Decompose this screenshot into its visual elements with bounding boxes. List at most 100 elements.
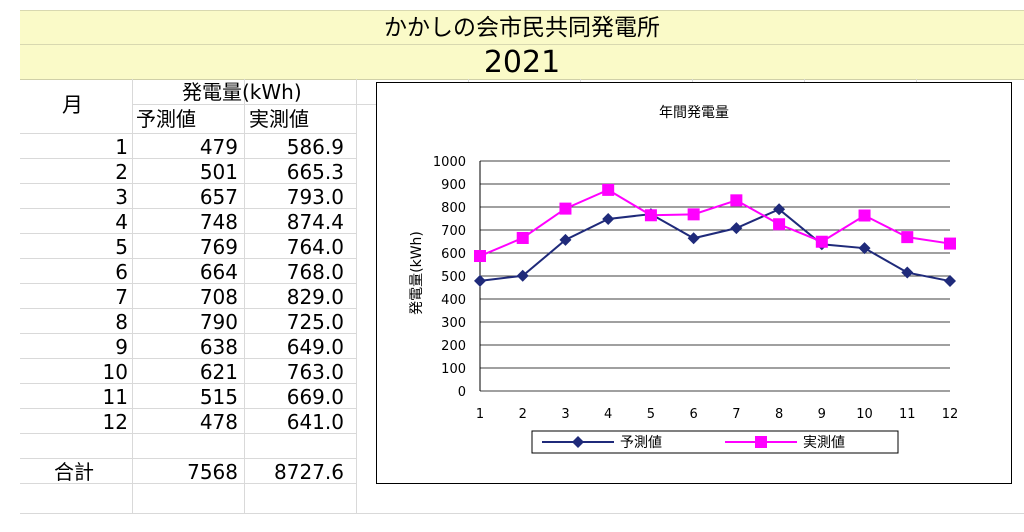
- month-cell: 2: [115, 160, 128, 184]
- legend-label: 実測値: [803, 435, 845, 451]
- actual-cell: 649.0: [286, 335, 344, 359]
- y-tick-label: 400: [441, 293, 466, 308]
- data-point-predicted: [730, 222, 743, 235]
- y-tick-label: 900: [441, 178, 466, 193]
- data-point-actual: [944, 237, 956, 250]
- grid-line: [20, 358, 356, 359]
- predicted-cell: 479: [199, 135, 238, 159]
- month-cell: 12: [102, 410, 128, 434]
- chart-title: 年間発電量: [659, 105, 729, 121]
- x-tick-label: 3: [561, 407, 569, 422]
- series-line-1: [479, 208, 951, 283]
- actual-cell: 641.0: [286, 410, 344, 434]
- data-point-predicted: [901, 266, 914, 279]
- actual-cell: 669.0: [286, 385, 344, 409]
- y-axis-label: 発電量(kWh): [409, 231, 425, 315]
- total-predicted: 7568: [187, 460, 238, 484]
- data-point-actual: [687, 208, 700, 221]
- data-point-predicted: [516, 269, 529, 282]
- total-label: 合計: [54, 460, 94, 484]
- predicted-cell: 769: [199, 235, 238, 259]
- data-point-predicted: [858, 242, 871, 255]
- month-cell: 9: [115, 335, 128, 359]
- x-tick-label: 7: [732, 407, 740, 422]
- legend-label: 予測値: [620, 435, 662, 451]
- x-tick-label: 2: [519, 407, 527, 422]
- grid-line: [132, 104, 468, 105]
- grid-line: [20, 483, 356, 484]
- data-point-actual: [644, 209, 657, 222]
- grid-line: [20, 258, 356, 259]
- grid-line: [20, 458, 356, 459]
- x-tick-label: 4: [604, 407, 612, 422]
- predicted-cell: 708: [199, 285, 238, 309]
- grid-line: [20, 183, 356, 184]
- predicted-cell: 638: [199, 335, 238, 359]
- predicted-header: 予測値: [136, 107, 196, 131]
- actual-cell: 763.0: [286, 360, 344, 384]
- y-tick-label: 800: [441, 201, 466, 216]
- y-tick-label: 300: [441, 316, 466, 331]
- predicted-cell: 501: [199, 160, 238, 184]
- data-point-actual: [559, 202, 572, 215]
- grid-line: [20, 158, 356, 159]
- month-header: 月: [62, 93, 83, 117]
- predicted-cell: 748: [199, 210, 238, 234]
- predicted-cell: 478: [199, 410, 238, 434]
- page-title: かかしの会市民共同発電所: [384, 15, 660, 41]
- grid-line: [20, 208, 356, 209]
- data-point-predicted: [602, 212, 615, 225]
- data-point-predicted: [773, 203, 786, 216]
- predicted-cell: 664: [199, 260, 238, 284]
- actual-cell: 665.3: [286, 160, 344, 184]
- x-tick-label: 8: [775, 407, 783, 422]
- month-cell: 6: [115, 260, 128, 284]
- total-actual: 8727.6: [274, 460, 344, 484]
- grid-line: [20, 308, 356, 309]
- month-cell: 11: [102, 385, 128, 409]
- data-point-actual: [516, 231, 529, 244]
- actual-cell: 768.0: [286, 260, 344, 284]
- grid-line: [244, 79, 245, 514]
- year-band: 2021: [20, 44, 1024, 80]
- title-band: かかしの会市民共同発電所: [20, 10, 1024, 45]
- predicted-cell: 621: [199, 360, 238, 384]
- x-tick-label: 5: [647, 407, 655, 422]
- actual-cell: 829.0: [286, 285, 344, 309]
- grid-line: [20, 433, 356, 434]
- grid-line: [20, 133, 356, 134]
- y-tick-label: 500: [441, 270, 466, 285]
- predicted-cell: 657: [199, 185, 238, 209]
- data-point-actual: [773, 218, 786, 231]
- data-point-actual: [602, 183, 615, 196]
- x-tick-label: 12: [942, 407, 959, 422]
- grid-line: [20, 383, 356, 384]
- year-label: 2021: [483, 45, 561, 80]
- actual-header: 実測値: [249, 107, 309, 131]
- data-point-actual: [901, 231, 914, 244]
- x-tick-label: 10: [856, 407, 873, 422]
- data-point-predicted: [687, 232, 700, 245]
- grid-line: [20, 283, 356, 284]
- month-cell: 5: [115, 235, 128, 259]
- data-point-actual: [474, 250, 486, 263]
- month-cell: 3: [115, 185, 128, 209]
- actual-cell: 874.4: [286, 210, 344, 234]
- grid-line: [20, 333, 356, 334]
- data-point-actual: [730, 194, 743, 207]
- data-point-predicted: [944, 275, 956, 288]
- x-tick-label: 1: [476, 407, 484, 422]
- grid-line: [20, 513, 1024, 514]
- y-tick-label: 100: [441, 362, 466, 377]
- y-tick-label: 1000: [433, 155, 466, 170]
- y-tick-label: 600: [441, 247, 466, 262]
- data-point-actual: [858, 209, 871, 222]
- month-cell: 10: [102, 360, 128, 384]
- spreadsheet-area: 月 発電量(kWh) 予測値 実測値 1 479 586.9 2 501 665.3 3 65…: [20, 79, 1024, 519]
- actual-cell: 793.0: [286, 185, 344, 209]
- data-point-predicted: [559, 233, 572, 246]
- legend-marker-predicted: [572, 436, 584, 448]
- predicted-cell: 790: [199, 310, 238, 334]
- series-line-2: [479, 188, 951, 257]
- chart: 年間発電量 0 100 200 300 400 500 600 700 800 900 1000 1 2 3…: [376, 82, 1012, 484]
